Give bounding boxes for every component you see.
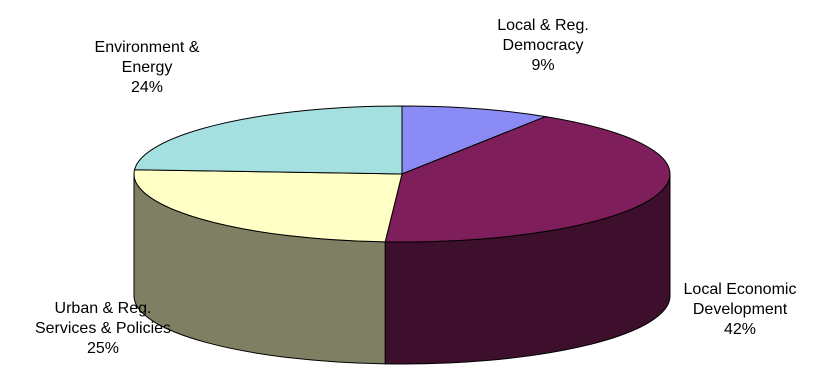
slice-percent-label: 9% <box>458 56 628 76</box>
pie-slice-environment-energy <box>135 106 402 174</box>
pie-top-slices <box>134 106 670 242</box>
slice-label-line: Urban & Reg. <box>8 299 198 319</box>
slice-percent-label: 42% <box>660 320 820 340</box>
slice-label-line: Local & Reg. <box>458 16 628 36</box>
slice-label-line: Energy <box>52 58 242 78</box>
slice-label-line: Development <box>660 300 820 320</box>
slice-label-line: Democracy <box>458 36 628 56</box>
slice-label-urban-reg-services: Urban & Reg. Services & Policies 25% <box>8 299 198 359</box>
slice-label-environment-energy: Environment & Energy 24% <box>52 38 242 98</box>
slice-label-line: Services & Policies <box>8 319 198 339</box>
slice-label-line: Environment & <box>52 38 242 58</box>
slice-label-local-reg-democracy: Local & Reg. Democracy 9% <box>458 16 628 76</box>
slice-percent-label: 24% <box>52 78 242 98</box>
slice-label-line: Local Economic <box>660 280 820 300</box>
slice-label-local-economic-development: Local Economic Development 42% <box>660 280 820 340</box>
slice-percent-label: 25% <box>8 339 198 359</box>
